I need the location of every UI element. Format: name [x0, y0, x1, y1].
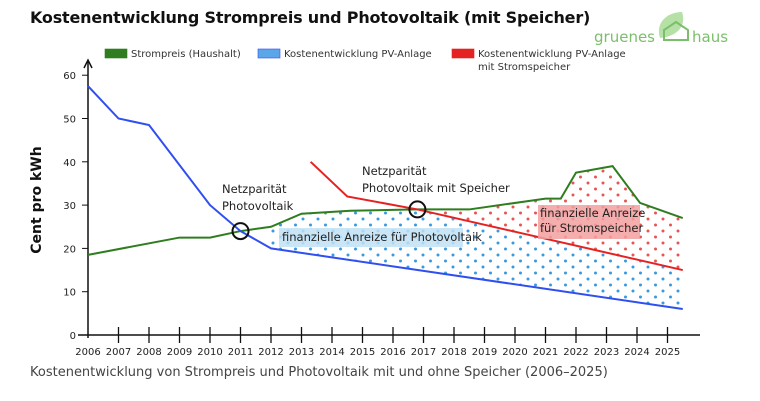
pv-incentive-label-bg: [279, 228, 463, 247]
annotation-netzparitaet-pv-1: Netzparität: [222, 182, 287, 196]
x-tick-label: 2024: [624, 347, 649, 358]
x-tick-label: 2023: [594, 347, 619, 358]
x-tick-label: 2008: [136, 347, 161, 358]
legend-label-1: Kostenentwicklung PV-Anlage: [284, 49, 432, 60]
legend-label-2b: mit Stromspeicher: [478, 62, 571, 73]
legend-swatch-1: [257, 48, 281, 59]
y-tick-label: 50: [63, 115, 76, 126]
x-tick-label: 2019: [472, 347, 497, 358]
legend-swatch-2: [451, 48, 475, 59]
storage-incentive-label-2: für Stromspeicher: [540, 221, 643, 235]
x-tick-label: 2017: [411, 347, 436, 358]
x-tick-label: 2013: [289, 347, 314, 358]
annotation-netzparitaet-storage-2: Photovoltaik mit Speicher: [362, 181, 510, 195]
series-line-1: [87, 85, 683, 311]
legend-label-0: Strompreis (Haushalt): [131, 49, 241, 60]
series-line-2: [309, 161, 683, 272]
pv-incentive-label: finanzielle Anreize für Photovoltaik: [282, 230, 482, 244]
annotation-netzparitaet-storage-1: Netzparität: [362, 164, 427, 178]
x-tick-label: 2020: [502, 347, 527, 358]
x-tick-label: 2015: [350, 347, 375, 358]
x-tick-label: 2022: [563, 347, 588, 358]
x-tick-label: 2014: [319, 347, 344, 358]
chart-caption: Kostenentwicklung von Strompreis und Pho…: [30, 365, 608, 380]
x-tick-label: 2006: [75, 347, 100, 358]
legend-swatch-0: [104, 48, 128, 59]
logo-text-right: haus: [692, 28, 728, 46]
x-tick-label: 2021: [533, 347, 558, 358]
y-axis-arrow: [83, 58, 93, 69]
netzparitaet-pv-marker: [231, 222, 250, 241]
y-tick-label: 20: [63, 244, 76, 255]
annotation-netzparitaet-pv-2: Photovoltaik: [222, 199, 294, 213]
storage-incentive-label-bg: [538, 205, 640, 239]
logo-text-left: gruenes: [594, 28, 655, 46]
y-axis-label: Cent pro kWh: [29, 146, 45, 253]
y-tick-label: 40: [63, 158, 76, 169]
x-tick-label: 2016: [380, 347, 405, 358]
x-tick-label: 2018: [441, 347, 466, 358]
y-tick-label: 0: [70, 331, 76, 342]
y-tick-label: 60: [63, 71, 76, 82]
x-tick-label: 2009: [167, 347, 192, 358]
x-tick-label: 2007: [106, 347, 131, 358]
x-tick-label: 2010: [197, 347, 222, 358]
x-tick-label: 2012: [258, 347, 283, 358]
x-tick-label: 2011: [228, 347, 253, 358]
x-tick-label: 2025: [655, 347, 680, 358]
y-tick-label: 10: [63, 288, 76, 299]
legend-label-2: Kostenentwicklung PV-Anlage: [478, 49, 626, 60]
netzparitaet-storage-marker: [408, 200, 427, 219]
y-tick-label: 30: [63, 201, 76, 212]
storage-incentive-label-1: finanzielle Anreize: [540, 206, 645, 220]
chart-title: Kostenentwicklung Strompreis und Photovo…: [30, 8, 591, 27]
gruenes-haus-logo: gruenes haus: [594, 12, 728, 46]
